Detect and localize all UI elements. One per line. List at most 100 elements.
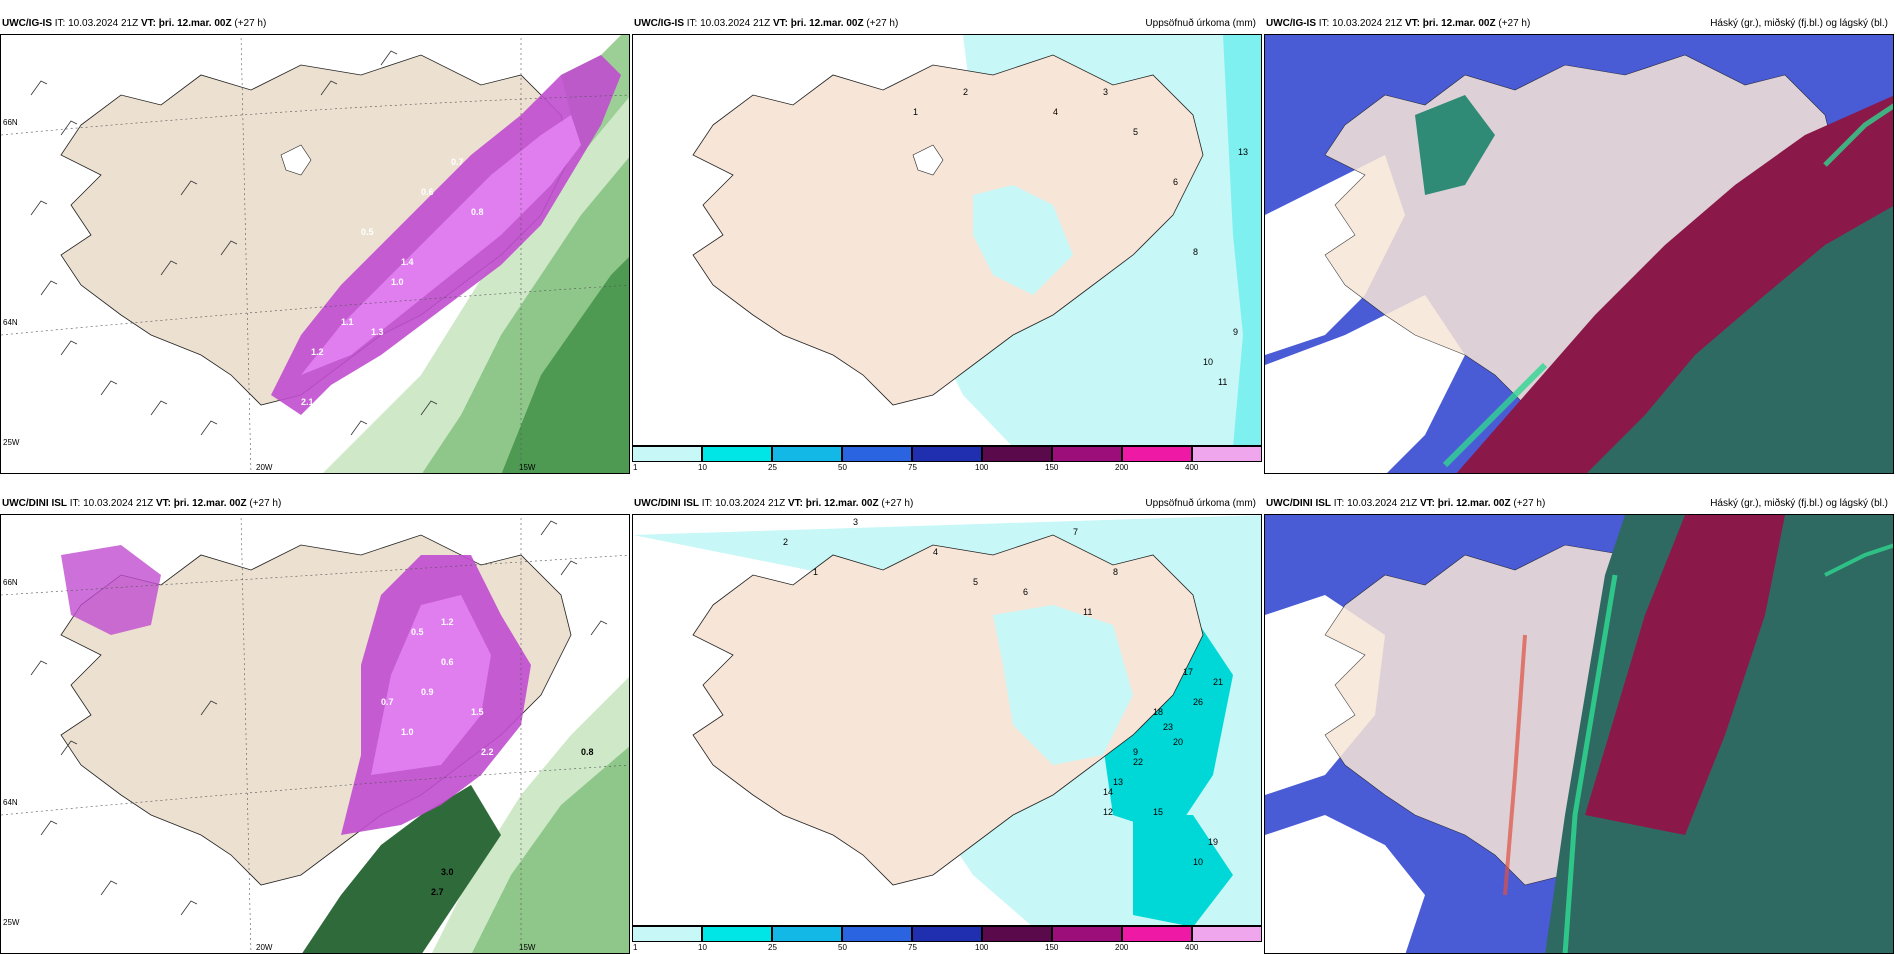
precip-value: 4 <box>933 547 938 557</box>
colorbar-tick: 50 <box>838 463 847 472</box>
precip-colorbar: 1 10 25 50 75 100 150 200 400 <box>632 446 1262 474</box>
colorbar-swatch <box>1122 446 1192 462</box>
snow-value: 3.0 <box>441 867 454 877</box>
colorbar-swatch <box>912 926 982 942</box>
panel-header: UWC/DINI ISL IT: 10.03.2024 21Z VT: þri.… <box>632 494 1262 514</box>
colorbar-tick: 10 <box>698 463 707 472</box>
colorbar-swatch <box>842 926 912 942</box>
precip-value: 12 <box>1103 807 1113 817</box>
precip-colorbar: 1 10 25 50 75 100 150 200 400 <box>632 926 1262 954</box>
snow-map-bottom: 0.5 0.6 0.7 0.8 0.9 1.0 1.2 1.5 2.2 2.7 … <box>0 514 630 954</box>
precip-value: 26 <box>1193 697 1203 707</box>
colorbar-tick: 200 <box>1115 463 1129 472</box>
colorbar-swatch <box>982 926 1052 942</box>
precip-value: 10 <box>1203 357 1213 367</box>
model-name: UWC/DINI ISL <box>1266 498 1331 509</box>
it-value: 10.03.2024 21Z <box>700 18 771 29</box>
model-name: UWC/IG-IS <box>634 18 684 29</box>
lat-label: 66N <box>3 118 18 127</box>
precip-value: 7 <box>1073 527 1078 537</box>
snow-map-top: 0.5 0.6 0.7 0.8 1.0 1.1 1.2 1.3 1.4 2.1 … <box>0 34 630 474</box>
snow-value: 1.0 <box>391 277 404 287</box>
precip-value: 17 <box>1183 667 1193 677</box>
vt-label: VT: <box>1419 498 1435 509</box>
vt-label: VT: <box>155 498 171 509</box>
precip-value: 15 <box>1153 807 1163 817</box>
colorbar-tick: 100 <box>975 943 989 952</box>
colorbar-tick: 75 <box>908 943 917 952</box>
colorbar-tick: 1 <box>633 943 638 952</box>
colorbar-tick: 25 <box>768 463 777 472</box>
precip-value: 13 <box>1113 777 1123 787</box>
model-name: UWC/DINI ISL <box>634 498 699 509</box>
it-label: IT: <box>54 18 66 29</box>
vt-value: þri. 12.mar. 00Z <box>1437 498 1511 509</box>
vt-value: þri. 12.mar. 00Z <box>173 498 247 509</box>
vt-value: þri. 12.mar. 00Z <box>805 498 879 509</box>
snow-value: 1.0 <box>401 727 414 737</box>
precip-value: 1 <box>913 107 918 117</box>
model-name: UWC/IG-IS <box>2 18 52 29</box>
snow-value: 2.7 <box>431 887 444 897</box>
snow-value: 0.5 <box>411 627 424 637</box>
vt-value: þri. 12.mar. 00Z <box>790 18 864 29</box>
map-title: Háský (gr.), miðský (fj.bl.) og lágský (… <box>1710 498 1888 509</box>
precip-value: 1 <box>813 567 818 577</box>
colorbar-tick: 400 <box>1185 463 1199 472</box>
colorbar-swatch <box>842 446 912 462</box>
colorbar-swatch <box>1122 926 1192 942</box>
colorbar-tick: 25 <box>768 943 777 952</box>
lat-label: 66N <box>3 578 18 587</box>
colorbar-swatch <box>982 446 1052 462</box>
lat-label: 64N <box>3 798 18 807</box>
colorbar-tick: 1 <box>633 463 638 472</box>
snow-value: 0.8 <box>581 747 594 757</box>
map-title: Uppsöfnuð úrkoma (mm) <box>1145 18 1256 29</box>
precip-value: 3 <box>1103 87 1108 97</box>
lead-time: (+27 h) <box>1498 18 1531 29</box>
snow-value: 0.7 <box>451 157 464 167</box>
precip-value: 4 <box>1053 107 1058 117</box>
snow-value: 1.5 <box>471 707 484 717</box>
precip-value: 6 <box>1173 177 1178 187</box>
it-label: IT: <box>686 18 698 29</box>
lead-time: (+27 h) <box>866 18 899 29</box>
precip-value: 10 <box>1193 857 1203 867</box>
snow-value: 1.4 <box>401 257 414 267</box>
colorbar-swatch <box>912 446 982 462</box>
lon-label: 20W <box>256 463 273 472</box>
precip-value: 8 <box>1193 247 1198 257</box>
precip-value: 9 <box>1233 327 1238 337</box>
snow-value: 1.3 <box>371 327 384 337</box>
lat-label: 25W <box>3 438 20 447</box>
snow-value: 2.1 <box>301 397 314 407</box>
precip-value: 5 <box>973 577 978 587</box>
precip-value: 19 <box>1208 837 1218 847</box>
snow-value: 1.2 <box>441 617 454 627</box>
panel-header: UWC/IG-IS IT: 10.03.2024 21Z VT: þri. 12… <box>0 14 630 34</box>
colorbar-tick: 200 <box>1115 943 1129 952</box>
snow-value: 0.7 <box>381 697 394 707</box>
colorbar-swatch <box>1052 926 1122 942</box>
snow-value: 0.8 <box>471 207 484 217</box>
precip-value: 11 <box>1083 607 1092 617</box>
lon-label: 20W <box>256 943 273 952</box>
snow-value: 0.6 <box>441 657 454 667</box>
snow-value: 1.1 <box>341 317 354 327</box>
precip-value: 8 <box>1113 567 1118 577</box>
colorbar-tick: 150 <box>1045 463 1059 472</box>
model-name: UWC/IG-IS <box>1266 18 1316 29</box>
precip-value: 11 <box>1218 377 1227 387</box>
vt-label: VT: <box>1404 18 1420 29</box>
panel-header: UWC/DINI ISL IT: 10.03.2024 21Z VT: þri.… <box>0 494 630 514</box>
snow-value: 2.2 <box>481 747 494 757</box>
it-label: IT: <box>701 498 713 509</box>
colorbar-tick: 50 <box>838 943 847 952</box>
precip-value: 5 <box>1133 127 1138 137</box>
colorbar-swatch <box>1052 446 1122 462</box>
it-label: IT: <box>69 498 81 509</box>
precip-value: 21 <box>1213 677 1223 687</box>
snow-value: 1.2 <box>311 347 324 357</box>
panel-header: UWC/DINI ISL IT: 10.03.2024 21Z VT: þri.… <box>1264 494 1894 514</box>
it-value: 10.03.2024 21Z <box>1347 498 1418 509</box>
